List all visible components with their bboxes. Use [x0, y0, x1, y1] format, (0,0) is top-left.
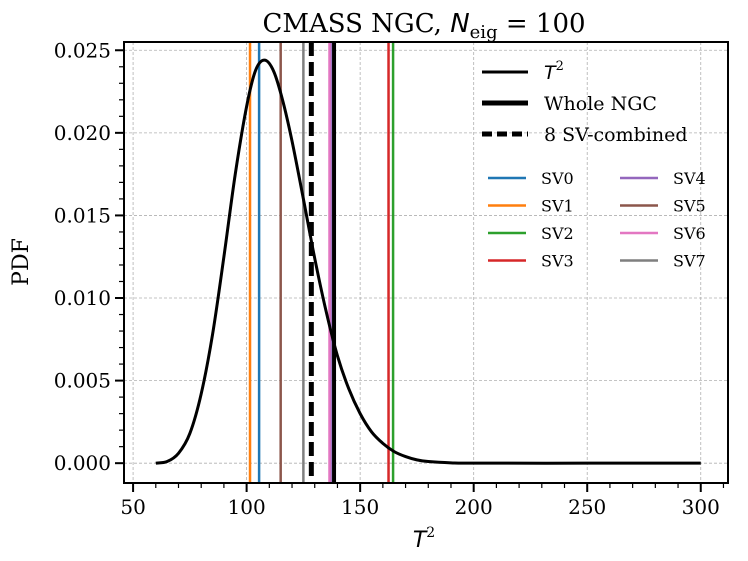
x-tick-label: 50: [120, 495, 145, 519]
y-tick-label: 0.020: [54, 121, 111, 145]
curve-layer: [155, 58, 701, 465]
legend-label-sv1: SV1: [541, 197, 574, 216]
legend-label-sv0: SV0: [541, 169, 574, 188]
pdf-curve: [155, 58, 701, 465]
chart-title: CMASS NGC, Neig = 100: [262, 9, 585, 43]
legend-sv-combined-label: 8 SV-combined: [544, 124, 688, 146]
x-tick-label: 200: [455, 495, 493, 519]
legend: T2 Whole NGC 8 SV-combined SV0 SV1 SV2 SV3 SV4 S…: [482, 59, 706, 271]
legend-label-sv7: SV7: [673, 252, 706, 271]
legend-label-sv2: SV2: [541, 224, 574, 243]
legend-whole-ngc-label: Whole NGC: [544, 93, 657, 115]
x-tick-label: 300: [682, 495, 720, 519]
legend-label-sv3: SV3: [541, 252, 574, 271]
chart-title-symbol: N: [450, 9, 469, 39]
sv-lines: [248, 42, 395, 483]
y-tick-label: 0.010: [54, 286, 111, 310]
axes-frame: [123, 41, 729, 484]
x-axis-label-sup: 2: [426, 525, 435, 541]
legend-label-sv5: SV5: [673, 197, 706, 216]
y-tick-label: 0.015: [54, 203, 111, 227]
x-tick-label: 100: [228, 495, 266, 519]
legend-label-sv4: SV4: [673, 169, 706, 188]
x-axis-label-symbol: T: [413, 528, 428, 553]
chart-title-text: CMASS NGC,: [262, 9, 450, 39]
legend-t2-label: T2: [544, 59, 564, 84]
x-axis-label: T2: [413, 525, 435, 553]
ticks: 50 100 150 200 250 300 0.000 0.005 0.010 0.015 0.0…: [54, 38, 725, 519]
x-tick-label: 150: [341, 495, 379, 519]
chart-title-equals: = 100: [498, 9, 586, 39]
chart-title-subscript: eig: [470, 22, 498, 43]
y-tick-label: 0.000: [54, 451, 111, 475]
legend-label-sv6: SV6: [673, 224, 706, 243]
y-tick-label: 0.025: [54, 38, 111, 62]
x-tick-label: 250: [568, 495, 606, 519]
y-tick-label: 0.005: [54, 369, 111, 393]
grid: [124, 42, 728, 483]
y-axis-label: PDF: [9, 238, 34, 286]
